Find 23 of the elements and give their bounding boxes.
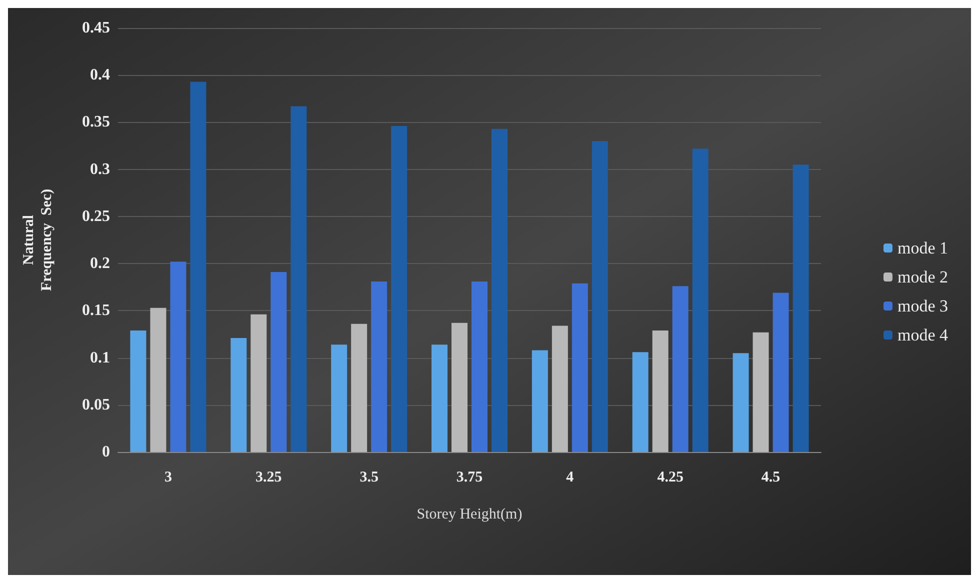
legend-label: mode 2: [897, 268, 948, 286]
y-tick-label: 0.2: [90, 255, 110, 272]
legend-label: mode 3: [897, 296, 948, 316]
x-tick-label: 3.25: [256, 470, 282, 486]
y-tick-label: 0.3: [90, 160, 110, 178]
x-tick-label: 3.75: [456, 470, 483, 486]
y-tick-label: 0.15: [82, 302, 110, 320]
x-axis-title: Storey Height(m): [416, 506, 522, 522]
x-tick-label: 3: [164, 470, 172, 486]
x-tick-label: 4.5: [761, 470, 780, 486]
y-tick-label: 0.35: [82, 114, 110, 131]
y-tick-label: 0.25: [82, 208, 110, 225]
legend-label: mode 1: [897, 238, 948, 258]
y-tick-label: 0.4: [90, 66, 110, 84]
y-tick-label: 0: [102, 444, 110, 460]
legend-label: mode 4: [897, 326, 948, 344]
y-tick-label: 0.05: [82, 396, 110, 414]
x-tick-label: 4: [566, 470, 574, 486]
y-tick-label: 0.1: [90, 349, 110, 366]
x-tick-label: 3.5: [360, 470, 378, 486]
y-axis-title: Natural Frequency Sec): [21, 188, 55, 292]
y-tick-label: 0.45: [82, 20, 110, 36]
x-tick-label: 4.25: [657, 470, 684, 486]
